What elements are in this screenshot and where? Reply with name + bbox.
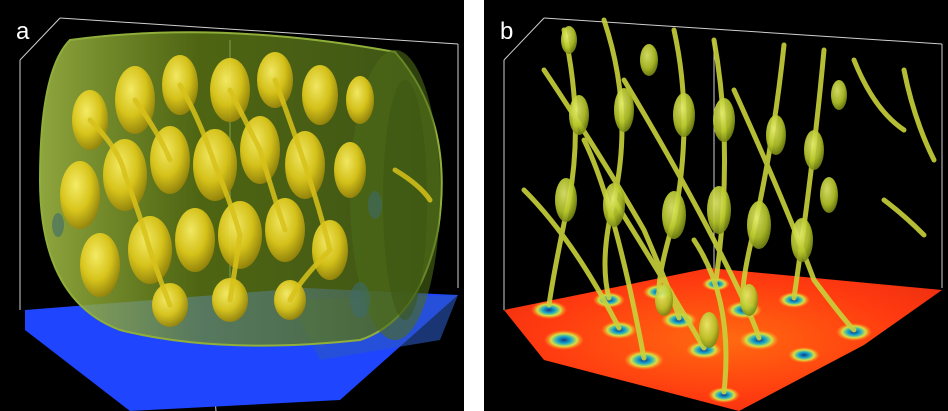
panel-label-a: a: [16, 18, 30, 45]
panel-label-b: b: [500, 18, 514, 45]
cylinder-highlights: [52, 191, 382, 318]
panel-a: a: [0, 0, 464, 411]
panel-b-render: [503, 17, 943, 411]
vortex-discs-b: [555, 26, 847, 348]
panel-a-render: [19, 17, 459, 411]
bounding-box-b: [503, 17, 943, 310]
tubes-a: [87, 77, 433, 308]
panel-b: b: [484, 0, 948, 411]
